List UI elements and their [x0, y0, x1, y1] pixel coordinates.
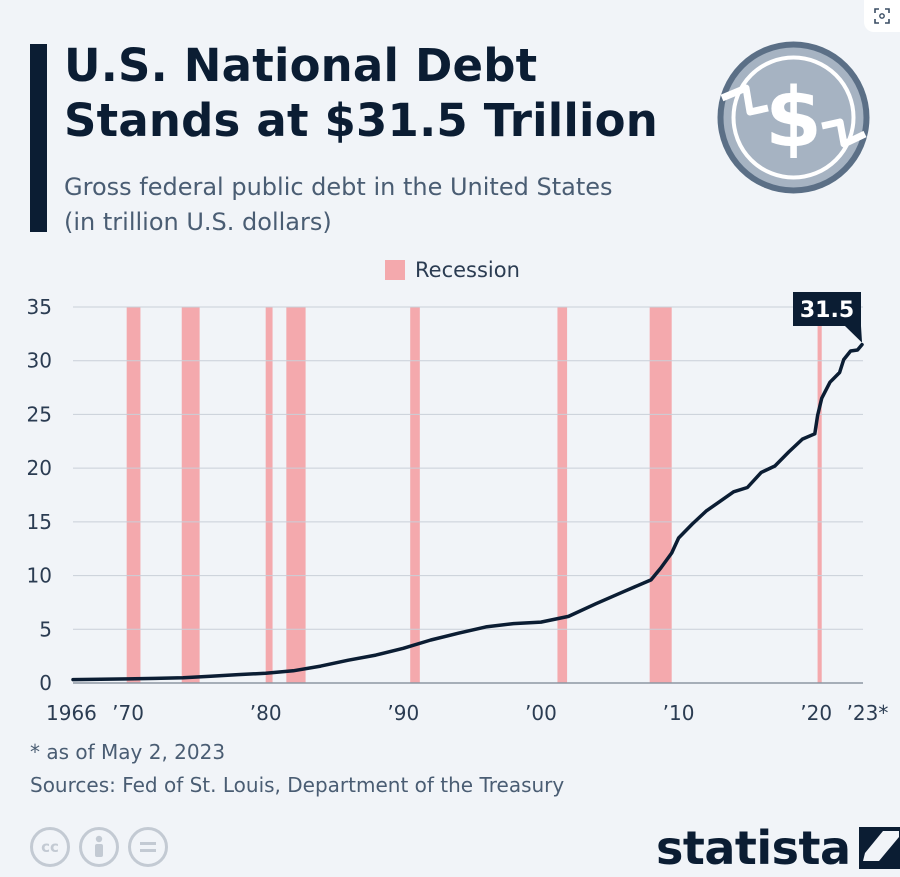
- x-axis: 1966 ’70 ’80 ’90 ’00 ’10 ’20 ’23*: [46, 701, 888, 725]
- recession-bands: [126, 307, 822, 683]
- series-layer: [71, 342, 864, 682]
- license-icons: cc: [30, 827, 168, 867]
- chart-subtitle: Gross federal public debt in the United …: [64, 170, 613, 240]
- statista-mark-icon: [858, 827, 900, 869]
- recession-band-3: [286, 307, 306, 683]
- y-tick-label: 10: [27, 564, 52, 588]
- x-tick-label: ’00: [525, 701, 557, 725]
- y-tick-label: 0: [39, 671, 52, 695]
- brand-wordmark: statista: [656, 821, 851, 875]
- callout-pointer: [845, 326, 863, 343]
- title-accent-bar: [30, 44, 47, 232]
- footnote: * as of May 2, 2023: [30, 740, 226, 764]
- y-tick-label: 20: [27, 456, 52, 480]
- chart-title: U.S. National Debt Stands at $31.5 Trill…: [64, 38, 658, 148]
- x-tick-label: ’23*: [847, 701, 889, 725]
- y-tick-label: 25: [27, 402, 52, 426]
- svg-text:$: $: [765, 71, 822, 166]
- expand-icon: [874, 8, 890, 24]
- y-tick-label: 35: [27, 295, 52, 319]
- expand-button[interactable]: [864, 0, 900, 32]
- x-tick-label: ’10: [663, 701, 695, 725]
- debt-series-line: [71, 342, 864, 682]
- y-tick-label: 5: [39, 617, 52, 641]
- y-axis: 0 5 10 15 20 25 30 35: [27, 295, 52, 695]
- value-callout: 31.5: [793, 292, 863, 343]
- recession-band-0: [126, 307, 141, 683]
- x-tick-label: ’20: [800, 701, 832, 725]
- x-tick-label: ’80: [250, 701, 282, 725]
- y-tick-label: 15: [27, 510, 52, 534]
- statista-logo[interactable]: statista: [656, 820, 900, 876]
- line-chart: 0 5 10 15 20 25 30 35 1966 ’70 ’80 ’90 ’00 ’10 ’20 ’23…: [27, 292, 888, 725]
- x-tick-label: ’90: [387, 701, 419, 725]
- recession-band-5: [557, 307, 568, 683]
- title-line-2: Stands at $31.5 Trillion: [64, 94, 658, 147]
- no-derivatives-icon[interactable]: [128, 827, 168, 867]
- x-tick-label: ’70: [112, 701, 144, 725]
- gridlines: [73, 306, 863, 684]
- sources-note: Sources: Fed of St. Louis, Department of…: [30, 773, 565, 797]
- recession-band-6: [649, 307, 672, 683]
- attribution-icon[interactable]: [79, 827, 119, 867]
- legend-swatch-recession: [385, 260, 405, 280]
- x-tick-label: 1966: [46, 701, 97, 725]
- dollar-coin-icon: $: [717, 41, 870, 194]
- legend-label-recession: Recession: [415, 258, 520, 282]
- callout-label: 31.5: [800, 298, 854, 323]
- y-tick-label: 30: [27, 349, 52, 373]
- recession-band-7: [817, 307, 822, 683]
- recession-band-1: [181, 307, 200, 683]
- recession-band-2: [265, 307, 273, 683]
- subtitle-line-1: Gross federal public debt in the United …: [64, 173, 613, 201]
- subtitle-line-2: (in trillion U.S. dollars): [64, 208, 332, 236]
- callout-box: [793, 292, 861, 326]
- recession-band-4: [410, 307, 420, 683]
- title-line-1: U.S. National Debt: [64, 39, 538, 92]
- cc-icon[interactable]: cc: [30, 827, 70, 867]
- chart-legend: Recession: [385, 257, 520, 283]
